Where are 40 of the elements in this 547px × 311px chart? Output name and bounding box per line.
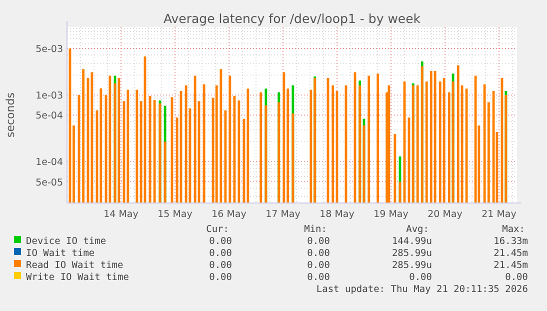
- text: 144.99u: [392, 236, 432, 247]
- legend-label: IO Wait time: [26, 248, 95, 259]
- y-tick-label: 5e-05: [36, 177, 63, 188]
- x-tick-label: 15 May: [158, 209, 193, 220]
- text: Last update: Thu May 21 20:11:35 2026: [316, 284, 528, 295]
- y-tick-label: 5e-03: [36, 44, 63, 55]
- y-axis-title: seconds: [4, 92, 17, 138]
- text: 21.45m: [494, 248, 528, 259]
- text: 0.00: [307, 248, 330, 259]
- text: Min:: [304, 224, 327, 235]
- text: Cur:: [206, 224, 229, 235]
- y-tick-label: 5e-04: [36, 110, 63, 122]
- y-tick-label: 1e-04: [36, 157, 63, 168]
- x-tick-label: 20 May: [428, 209, 463, 220]
- text: 285.99u: [392, 248, 432, 259]
- x-tick-label: 21 May: [482, 209, 517, 220]
- x-tick-label: 14 May: [104, 209, 139, 220]
- text: 0.00: [505, 272, 528, 283]
- text: 0.00: [209, 260, 232, 271]
- text: 16.33m: [494, 236, 528, 247]
- text: 0.00: [209, 272, 232, 283]
- text: 0.00: [209, 236, 232, 247]
- legend-label: Write IO Wait time: [26, 272, 130, 283]
- x-tick-label: 17 May: [266, 209, 301, 220]
- text: 0.00: [307, 272, 330, 283]
- x-tick-label: 18 May: [320, 209, 355, 220]
- text: 0.00: [307, 260, 330, 271]
- text: 21.45m: [494, 260, 528, 271]
- legend-label: Read IO Wait time: [26, 260, 124, 271]
- legend-label: Device IO time: [26, 236, 106, 247]
- y-tick-label: 1e-03: [36, 90, 63, 102]
- text: Max:: [502, 224, 525, 235]
- text: 0.00: [209, 248, 232, 259]
- x-tick-label: 16 May: [212, 209, 247, 220]
- text: 0.00: [409, 272, 432, 283]
- text: 0.00: [307, 236, 330, 247]
- text: 285.99u: [392, 260, 432, 271]
- chart-title: Average latency for /dev/loop1 - by week: [163, 11, 422, 26]
- text: Avg:: [406, 224, 429, 235]
- x-tick-label: 19 May: [374, 209, 409, 220]
